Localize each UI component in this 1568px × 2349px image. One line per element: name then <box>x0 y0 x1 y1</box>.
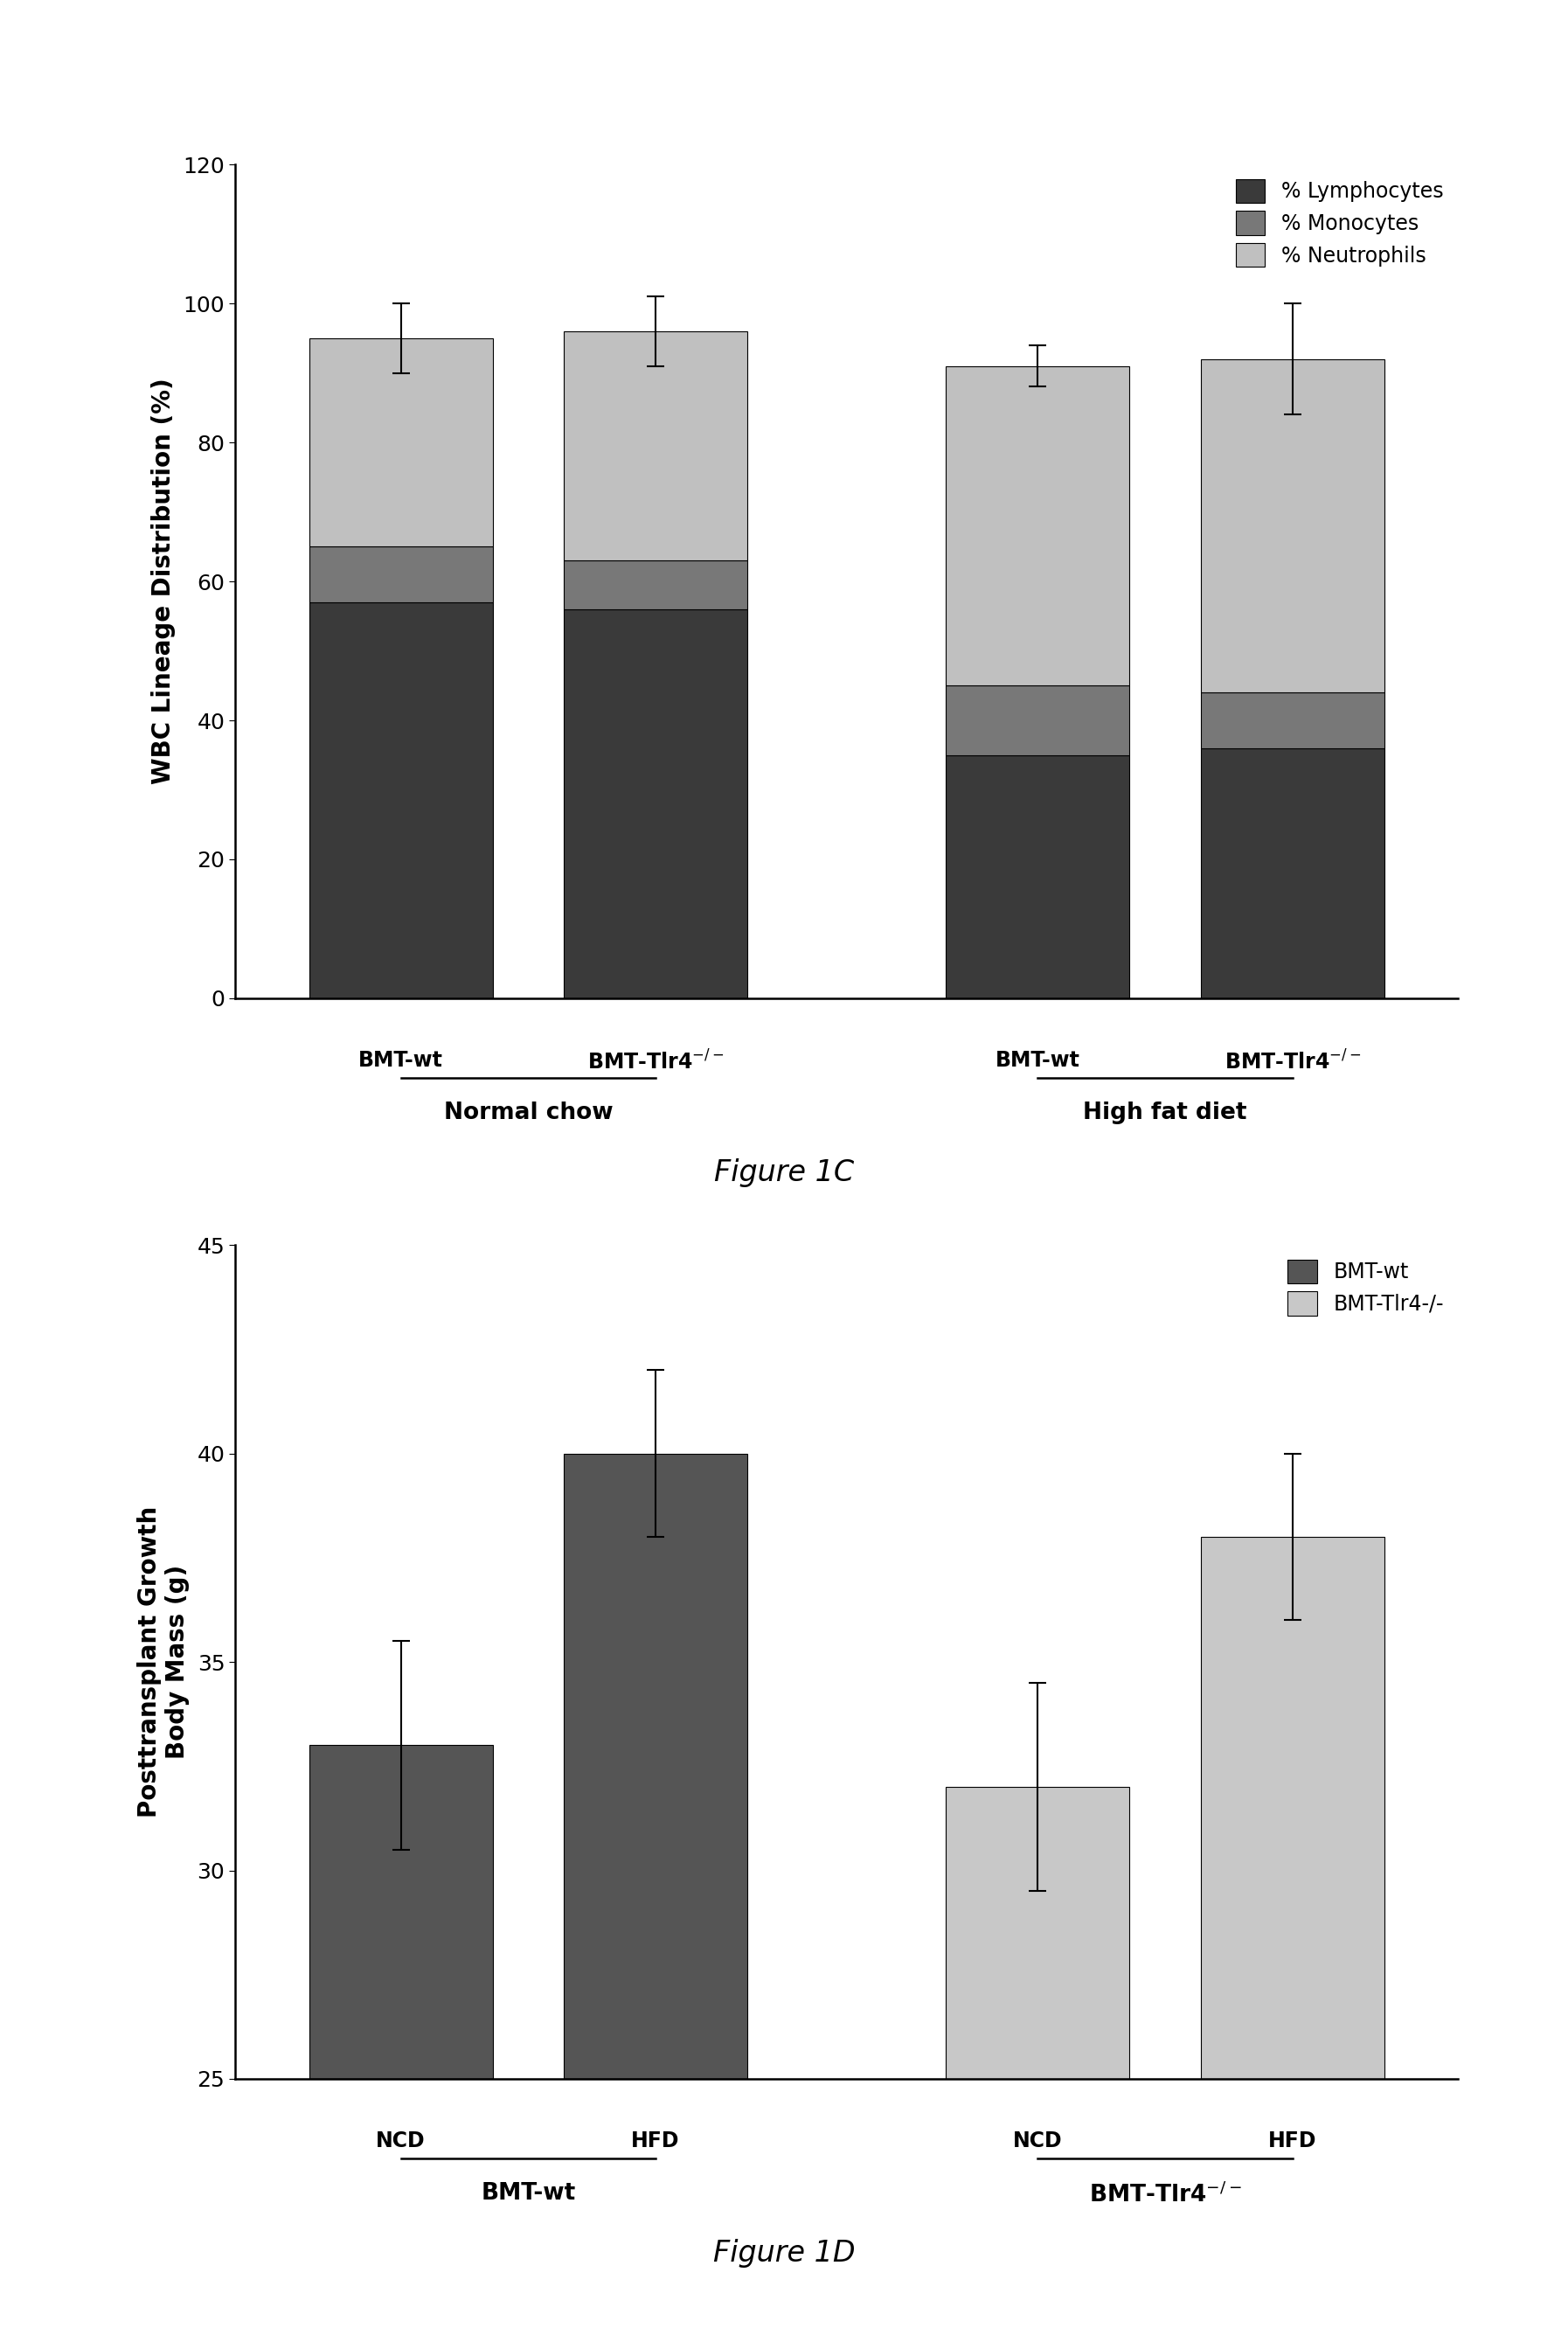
Bar <box>1201 693 1385 749</box>
Text: BMT-Tlr4$^{-/-}$: BMT-Tlr4$^{-/-}$ <box>1225 1050 1361 1073</box>
Bar <box>1201 359 1385 693</box>
Y-axis label: WBC Lineage Distribution (%): WBC Lineage Distribution (%) <box>152 378 176 785</box>
Bar <box>564 331 748 561</box>
Bar <box>309 547 492 601</box>
Text: Figure 1D: Figure 1D <box>713 2239 855 2267</box>
Text: BMT-wt: BMT-wt <box>359 1050 444 1071</box>
Bar <box>309 1745 492 2079</box>
Bar <box>946 686 1129 754</box>
Text: BMT-Tlr4$^{-/-}$: BMT-Tlr4$^{-/-}$ <box>586 1050 724 1073</box>
Bar <box>1201 749 1385 998</box>
Bar <box>309 338 492 547</box>
Bar <box>946 1788 1129 2079</box>
Text: NCD: NCD <box>1013 2131 1063 2152</box>
Text: HFD: HFD <box>632 2131 681 2152</box>
Text: BMT-wt: BMT-wt <box>996 1050 1080 1071</box>
Bar <box>946 366 1129 686</box>
Text: Normal chow: Normal chow <box>444 1102 613 1125</box>
Bar <box>309 601 492 998</box>
Legend: BMT-wt, BMT-Tlr4-/-: BMT-wt, BMT-Tlr4-/- <box>1284 1254 1447 1320</box>
Bar <box>946 754 1129 998</box>
Legend: % Lymphocytes, % Monocytes, % Neutrophils: % Lymphocytes, % Monocytes, % Neutrophil… <box>1232 174 1447 270</box>
Bar <box>564 1454 748 2079</box>
Text: High fat diet: High fat diet <box>1083 1102 1247 1125</box>
Bar <box>564 608 748 998</box>
Y-axis label: Posttransplant Growth
Body Mass (g): Posttransplant Growth Body Mass (g) <box>136 1506 190 1818</box>
Text: HFD: HFD <box>1269 2131 1317 2152</box>
Bar <box>1201 1536 1385 2079</box>
Text: BMT-wt: BMT-wt <box>481 2182 575 2206</box>
Bar <box>564 561 748 608</box>
Text: Figure 1C: Figure 1C <box>713 1158 855 1186</box>
Text: BMT-Tlr4$^{-/-}$: BMT-Tlr4$^{-/-}$ <box>1088 2182 1242 2208</box>
Text: NCD: NCD <box>376 2131 425 2152</box>
